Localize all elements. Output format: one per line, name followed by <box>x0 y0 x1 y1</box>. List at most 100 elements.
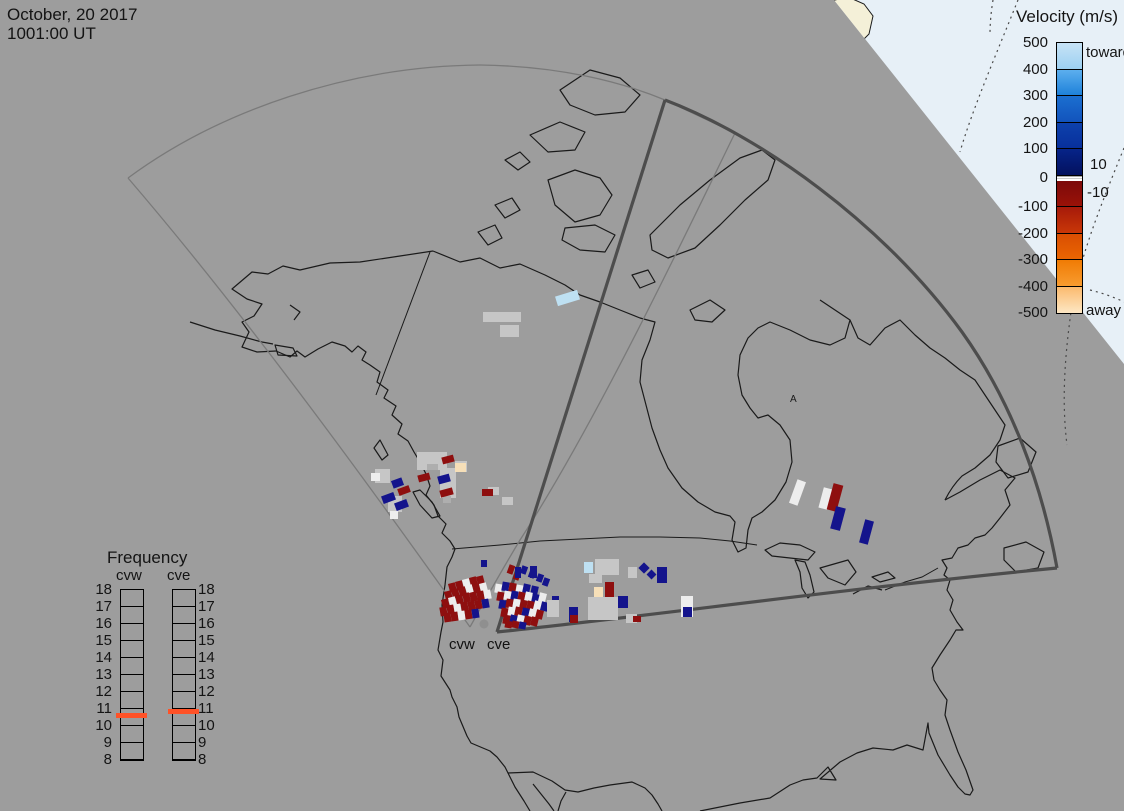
fov-cve <box>495 98 1059 634</box>
velocity-cell <box>483 312 521 322</box>
velocity-cell <box>517 591 526 602</box>
velocity-cell <box>397 485 411 496</box>
velocity-cell <box>594 587 603 597</box>
station-mark-a: A <box>790 394 797 405</box>
velocity-cell <box>503 590 512 601</box>
velocity-cell <box>441 454 455 465</box>
velocity-cell <box>502 497 513 505</box>
velocity-cell <box>483 589 492 600</box>
velocity-cell <box>481 560 487 567</box>
velocity-cell <box>518 621 527 630</box>
coastlines <box>189 69 1045 811</box>
frequency-tick-label: 8 <box>103 751 112 768</box>
velocity-cell <box>541 577 551 587</box>
velocity-cell <box>467 600 476 611</box>
frequency-legend-title: Frequency <box>107 548 188 567</box>
frequency-tick-label: 8 <box>198 751 207 768</box>
velocity-cell <box>540 601 549 612</box>
velocity-cell <box>439 487 454 498</box>
velocity-cell <box>859 519 874 545</box>
colorbar-zero-band <box>1057 175 1082 181</box>
velocity-cell <box>461 592 472 603</box>
velocity-cell <box>519 599 528 610</box>
radar-label-cvw: cvw <box>449 636 475 653</box>
velocity-tick-label: -500 <box>1017 304 1048 321</box>
velocity-tick-label: 200 <box>1022 113 1048 131</box>
velocity-cell <box>468 591 479 602</box>
velocity-cell <box>443 612 452 623</box>
velocity-cell <box>526 600 535 611</box>
velocity-cell <box>569 607 578 622</box>
velocity-cell <box>498 599 507 610</box>
velocity-cell <box>417 452 447 470</box>
frequency-bar-cvw <box>120 589 144 761</box>
colorbar-segment <box>1057 207 1082 234</box>
velocity-cell <box>494 583 503 594</box>
velocity-cell <box>510 590 519 601</box>
frequency-tick-label: 9 <box>198 734 207 751</box>
dayside-terminator-region <box>834 0 1124 364</box>
frequency-marker <box>168 709 199 715</box>
velocity-cell <box>454 594 465 605</box>
velocity-cell <box>524 591 533 602</box>
timestamp-block: October, 20 2017 1001:00 UT <box>7 5 137 43</box>
colorbar-segment <box>1057 69 1082 96</box>
velocity-colorbar <box>1056 42 1083 314</box>
velocity-cell <box>535 573 545 583</box>
velocity-cell <box>390 477 405 489</box>
velocity-cell <box>417 472 431 483</box>
velocity-cell <box>515 567 521 578</box>
velocity-cell <box>453 603 462 614</box>
time-label: 1001:00 UT <box>7 24 96 43</box>
velocity-cell <box>496 591 505 602</box>
velocity-cell <box>394 499 409 511</box>
frequency-tick-label: 18 <box>198 581 215 598</box>
velocity-cell <box>504 620 513 629</box>
velocity-cell <box>530 566 537 578</box>
velocity-cell <box>519 565 529 575</box>
political-borders <box>375 251 939 591</box>
velocity-cell <box>506 564 516 575</box>
velocity-cell <box>826 483 844 512</box>
velocity-cell <box>588 597 618 620</box>
frequency-tick-label: 17 <box>95 598 112 615</box>
frequency-tick-label: 11 <box>198 700 214 717</box>
frequency-tick-label: 13 <box>198 666 215 683</box>
velocity-cell <box>533 600 542 611</box>
graticule-lines <box>959 0 1124 446</box>
velocity-tick-label: -100 <box>1017 198 1048 215</box>
velocity-cell <box>507 606 516 617</box>
toward-label: toward <box>1086 44 1124 61</box>
colorbar-segment <box>1057 233 1082 260</box>
velocity-cell <box>535 609 544 620</box>
velocity-cell <box>657 567 667 583</box>
radar-site-dot <box>479 619 489 629</box>
velocity-cell <box>471 583 482 594</box>
velocity-cell <box>570 615 578 623</box>
velocity-cell <box>500 325 519 337</box>
velocity-cell <box>605 582 614 598</box>
frequency-marker <box>116 712 147 718</box>
velocity-tick-label: 500 <box>1022 34 1048 51</box>
velocity-cell <box>528 608 537 619</box>
velocity-cell <box>514 606 523 617</box>
colorbar-segment <box>1057 180 1082 207</box>
velocity-cell <box>481 598 490 609</box>
velocity-cell <box>584 562 593 573</box>
away-label: away <box>1086 302 1122 319</box>
velocity-cell <box>371 473 380 481</box>
frequency-tick-label: 12 <box>95 683 112 700</box>
colorbar-segment <box>1057 149 1082 176</box>
velocity-tick-label: 300 <box>1022 87 1048 104</box>
colorbar-segment <box>1057 43 1082 70</box>
velocity-cell <box>646 569 657 580</box>
velocity-cell <box>788 479 807 506</box>
frequency-col-cve: cve <box>167 567 191 584</box>
velocity-cell <box>471 608 480 619</box>
frequency-tick-label: 18 <box>95 581 112 598</box>
frequency-tick-label: 15 <box>198 632 215 649</box>
fov-cvw <box>127 64 736 628</box>
velocity-cell <box>474 599 483 610</box>
velocity-cell <box>522 583 531 594</box>
